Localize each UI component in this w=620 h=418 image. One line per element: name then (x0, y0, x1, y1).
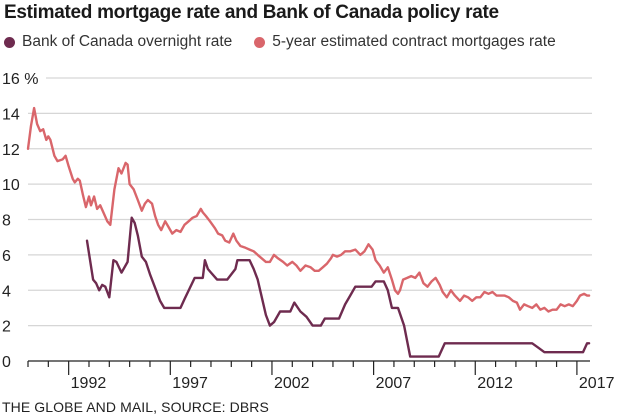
y-tick-label: 12 (2, 142, 20, 159)
legend-item-mortgage-rate: 5-year estimated contract mortgages rate (254, 33, 556, 51)
y-axis-labels: 0 2 4 6 8 10 12 14 16 % (2, 71, 38, 371)
x-tick-label: 1992 (71, 375, 107, 392)
x-tick-label: 1997 (172, 375, 208, 392)
series-line-overnight-rate (85, 216, 591, 358)
legend: Bank of Canada overnight rate 5-year est… (4, 33, 556, 51)
y-tick-label: 6 (2, 248, 11, 265)
legend-dot-overnight-rate (4, 36, 15, 48)
x-tick-label: 2002 (274, 375, 310, 392)
chart-title: Estimated mortgage rate and Bank of Cana… (4, 2, 499, 23)
series-line-mortgage-rate (26, 106, 591, 313)
y-tick-label: 8 (2, 213, 11, 230)
series-lines (26, 106, 591, 358)
legend-label-overnight-rate: Bank of Canada overnight rate (22, 33, 233, 50)
x-axis: 1992 1997 2002 2007 2012 2017 (27, 360, 615, 392)
y-tick-label: 4 (2, 283, 11, 300)
y-tick-label: 10 (2, 177, 20, 194)
legend-item-overnight-rate: Bank of Canada overnight rate (4, 33, 232, 51)
x-tick-label: 2007 (376, 375, 412, 392)
y-tick-label: 16 % (2, 71, 38, 88)
y-tick-label: 2 (2, 319, 11, 336)
source-credit: THE GLOBE AND MAIL, SOURCE: DBRS (2, 399, 269, 415)
y-tick-label: 14 (2, 106, 20, 123)
legend-label-mortgage-rate: 5-year estimated contract mortgages rate (272, 33, 556, 50)
x-tick-label: 2017 (579, 375, 615, 392)
gridlines (28, 77, 592, 327)
y-tick-label: 0 (2, 354, 11, 371)
legend-dot-mortgage-rate (254, 36, 266, 48)
x-tick-label: 2012 (477, 375, 513, 392)
